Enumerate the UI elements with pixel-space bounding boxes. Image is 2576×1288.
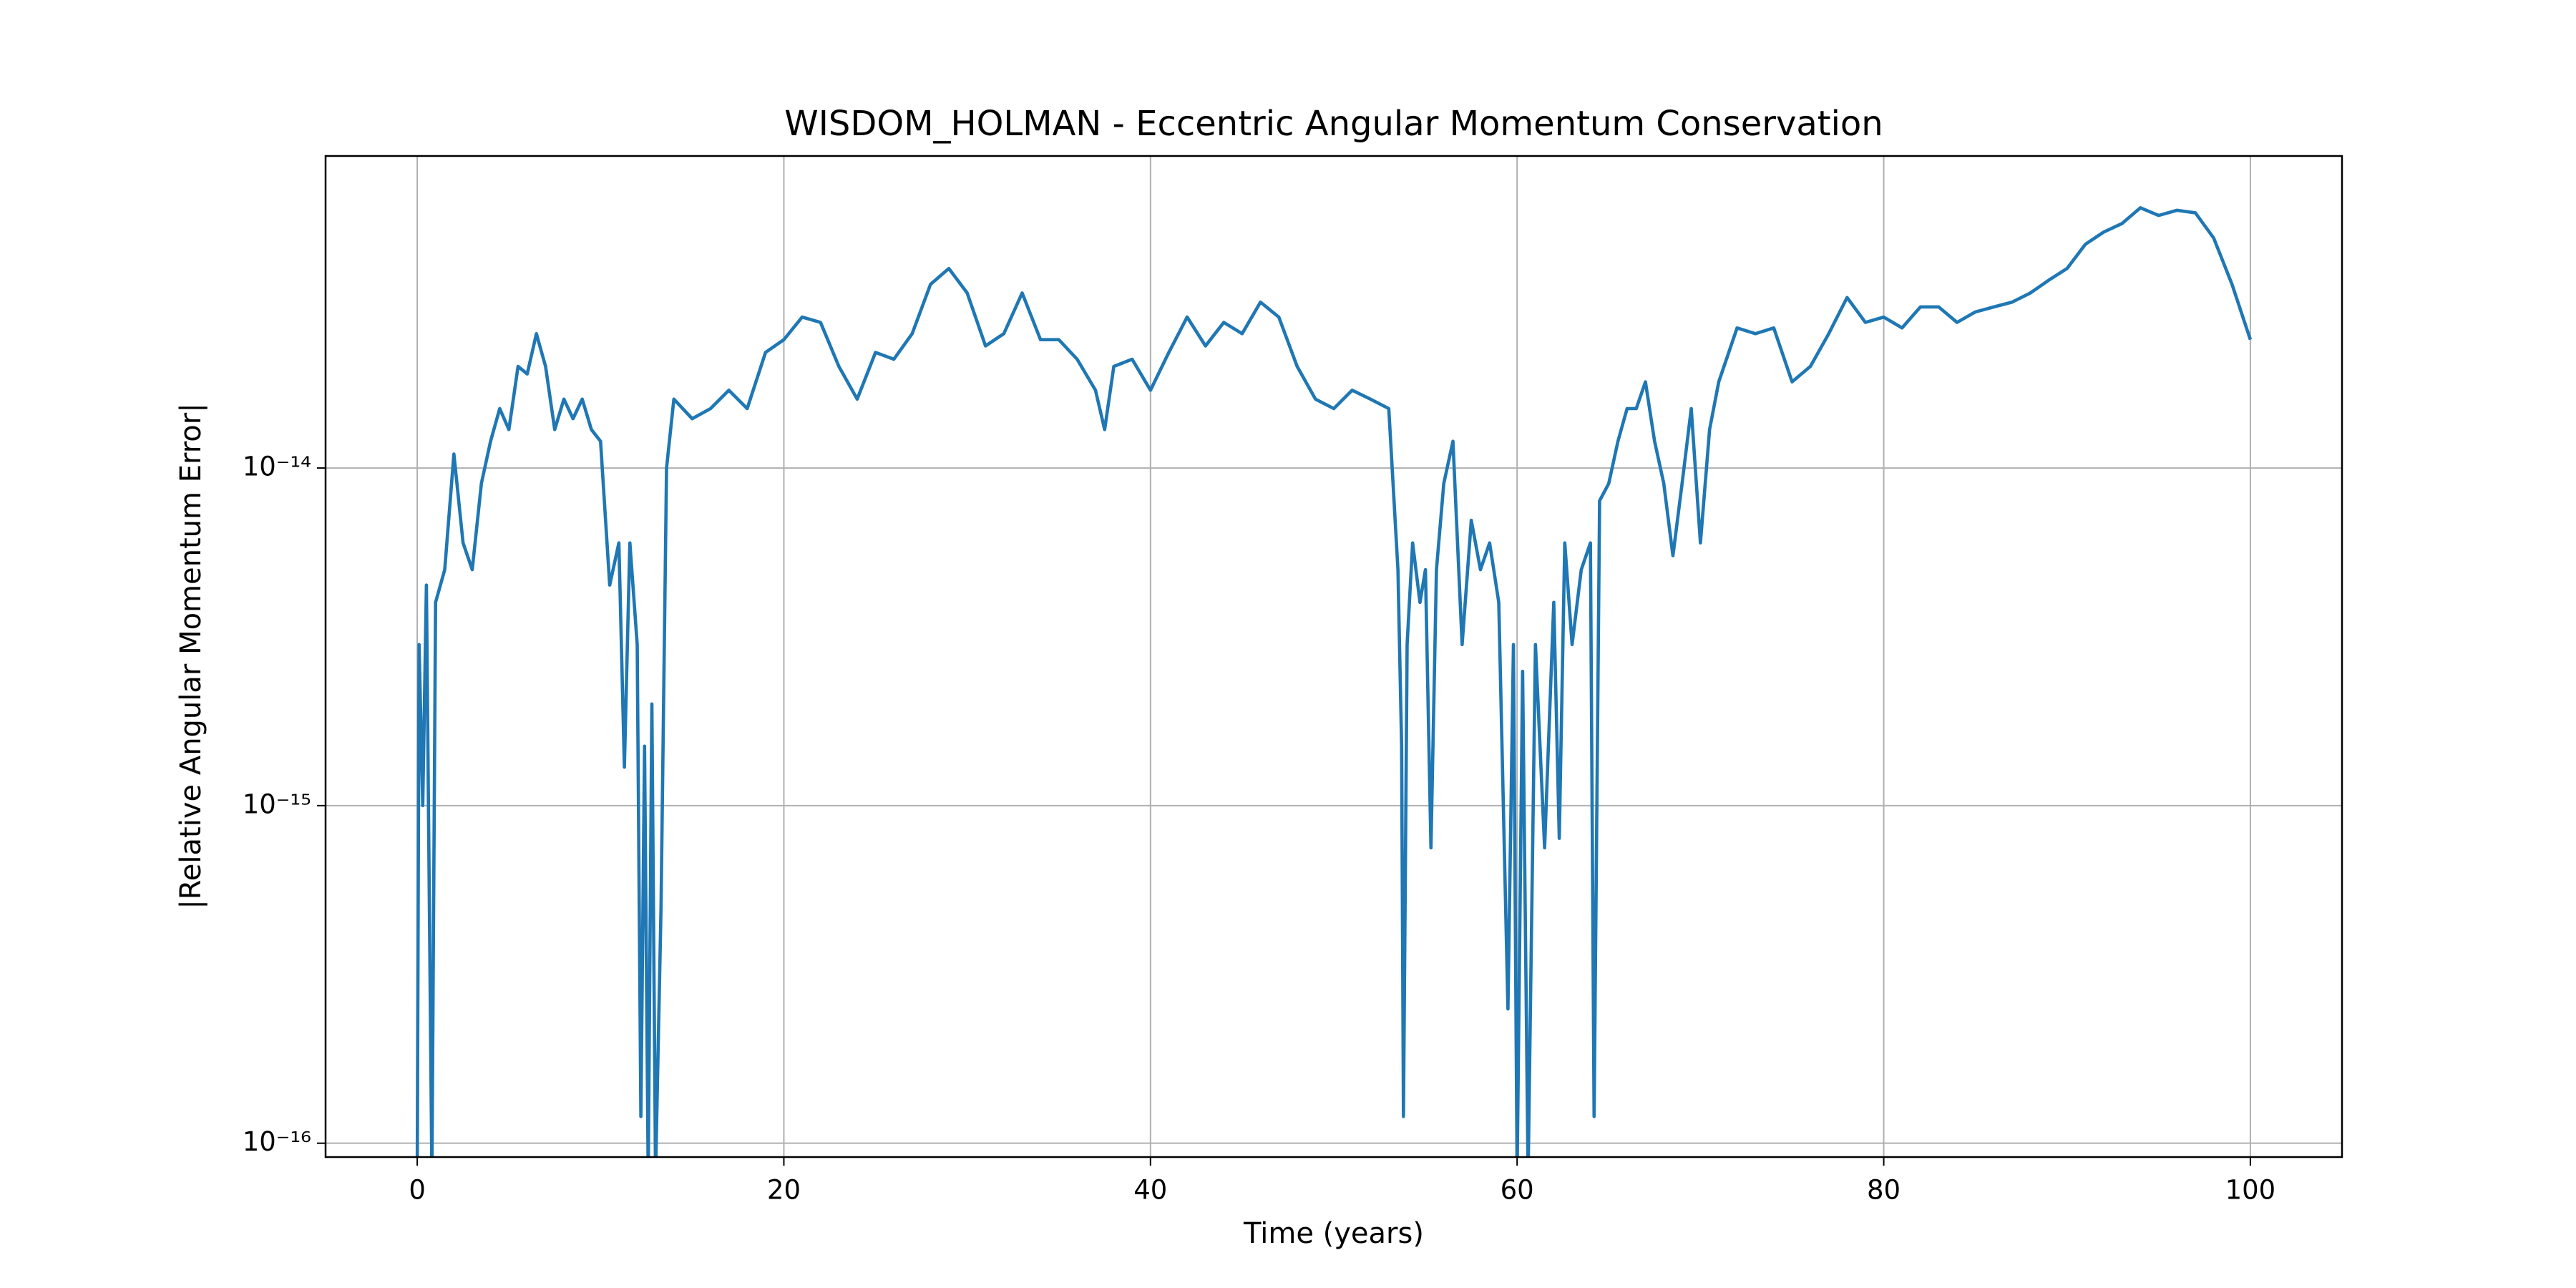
x-tick-label: 20 [767, 1175, 801, 1206]
axes-frame [324, 155, 2343, 1158]
grid [326, 156, 2342, 1157]
x-tick-label: 60 [1501, 1175, 1534, 1206]
x-tick-label: 80 [1867, 1175, 1901, 1206]
y-tick-label: 10⁻¹⁶ [243, 1126, 311, 1157]
x-tick-label: 0 [409, 1175, 426, 1206]
y-tick-label: 10⁻¹⁴ [243, 452, 311, 482]
y-tick-label: 10⁻¹⁵ [243, 789, 311, 819]
y-axis-label: |Relative Angular Momentum Error| [175, 403, 208, 909]
data-line [415, 206, 2253, 1157]
ticks: 0 20 40 60 80 100 10⁻¹⁶ 10⁻¹⁵ 10⁻¹⁴ [243, 452, 2276, 1206]
x-axis-label: Time (years) [1243, 1217, 1424, 1250]
plot-area [415, 206, 2253, 1157]
chart-title: WISDOM_HOLMAN - Eccentric Angular Moment… [784, 104, 1883, 144]
x-tick-label: 100 [2225, 1175, 2276, 1206]
x-tick-label: 40 [1133, 1175, 1167, 1206]
